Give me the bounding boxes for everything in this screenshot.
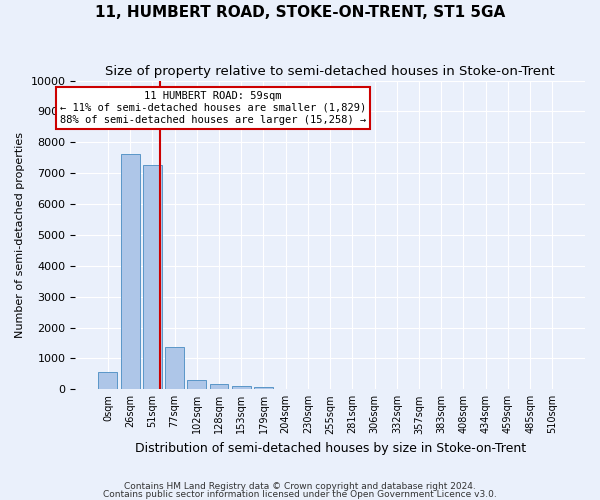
Bar xyxy=(254,387,273,390)
Bar xyxy=(121,154,140,390)
Bar xyxy=(165,348,184,390)
Title: Size of property relative to semi-detached houses in Stoke-on-Trent: Size of property relative to semi-detach… xyxy=(105,65,555,78)
Bar xyxy=(209,384,229,390)
X-axis label: Distribution of semi-detached houses by size in Stoke-on-Trent: Distribution of semi-detached houses by … xyxy=(134,442,526,455)
Text: Contains public sector information licensed under the Open Government Licence v3: Contains public sector information licen… xyxy=(103,490,497,499)
Text: Contains HM Land Registry data © Crown copyright and database right 2024.: Contains HM Land Registry data © Crown c… xyxy=(124,482,476,491)
Bar xyxy=(187,380,206,390)
Bar xyxy=(143,165,162,390)
Text: 11 HUMBERT ROAD: 59sqm
← 11% of semi-detached houses are smaller (1,829)
88% of : 11 HUMBERT ROAD: 59sqm ← 11% of semi-det… xyxy=(60,92,366,124)
Bar xyxy=(232,386,251,390)
Bar xyxy=(98,372,118,390)
Y-axis label: Number of semi-detached properties: Number of semi-detached properties xyxy=(15,132,25,338)
Text: 11, HUMBERT ROAD, STOKE-ON-TRENT, ST1 5GA: 11, HUMBERT ROAD, STOKE-ON-TRENT, ST1 5G… xyxy=(95,5,505,20)
